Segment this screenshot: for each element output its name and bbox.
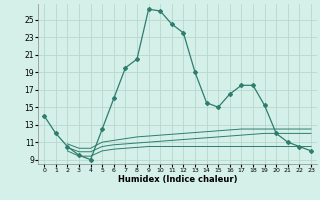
X-axis label: Humidex (Indice chaleur): Humidex (Indice chaleur) (118, 175, 237, 184)
